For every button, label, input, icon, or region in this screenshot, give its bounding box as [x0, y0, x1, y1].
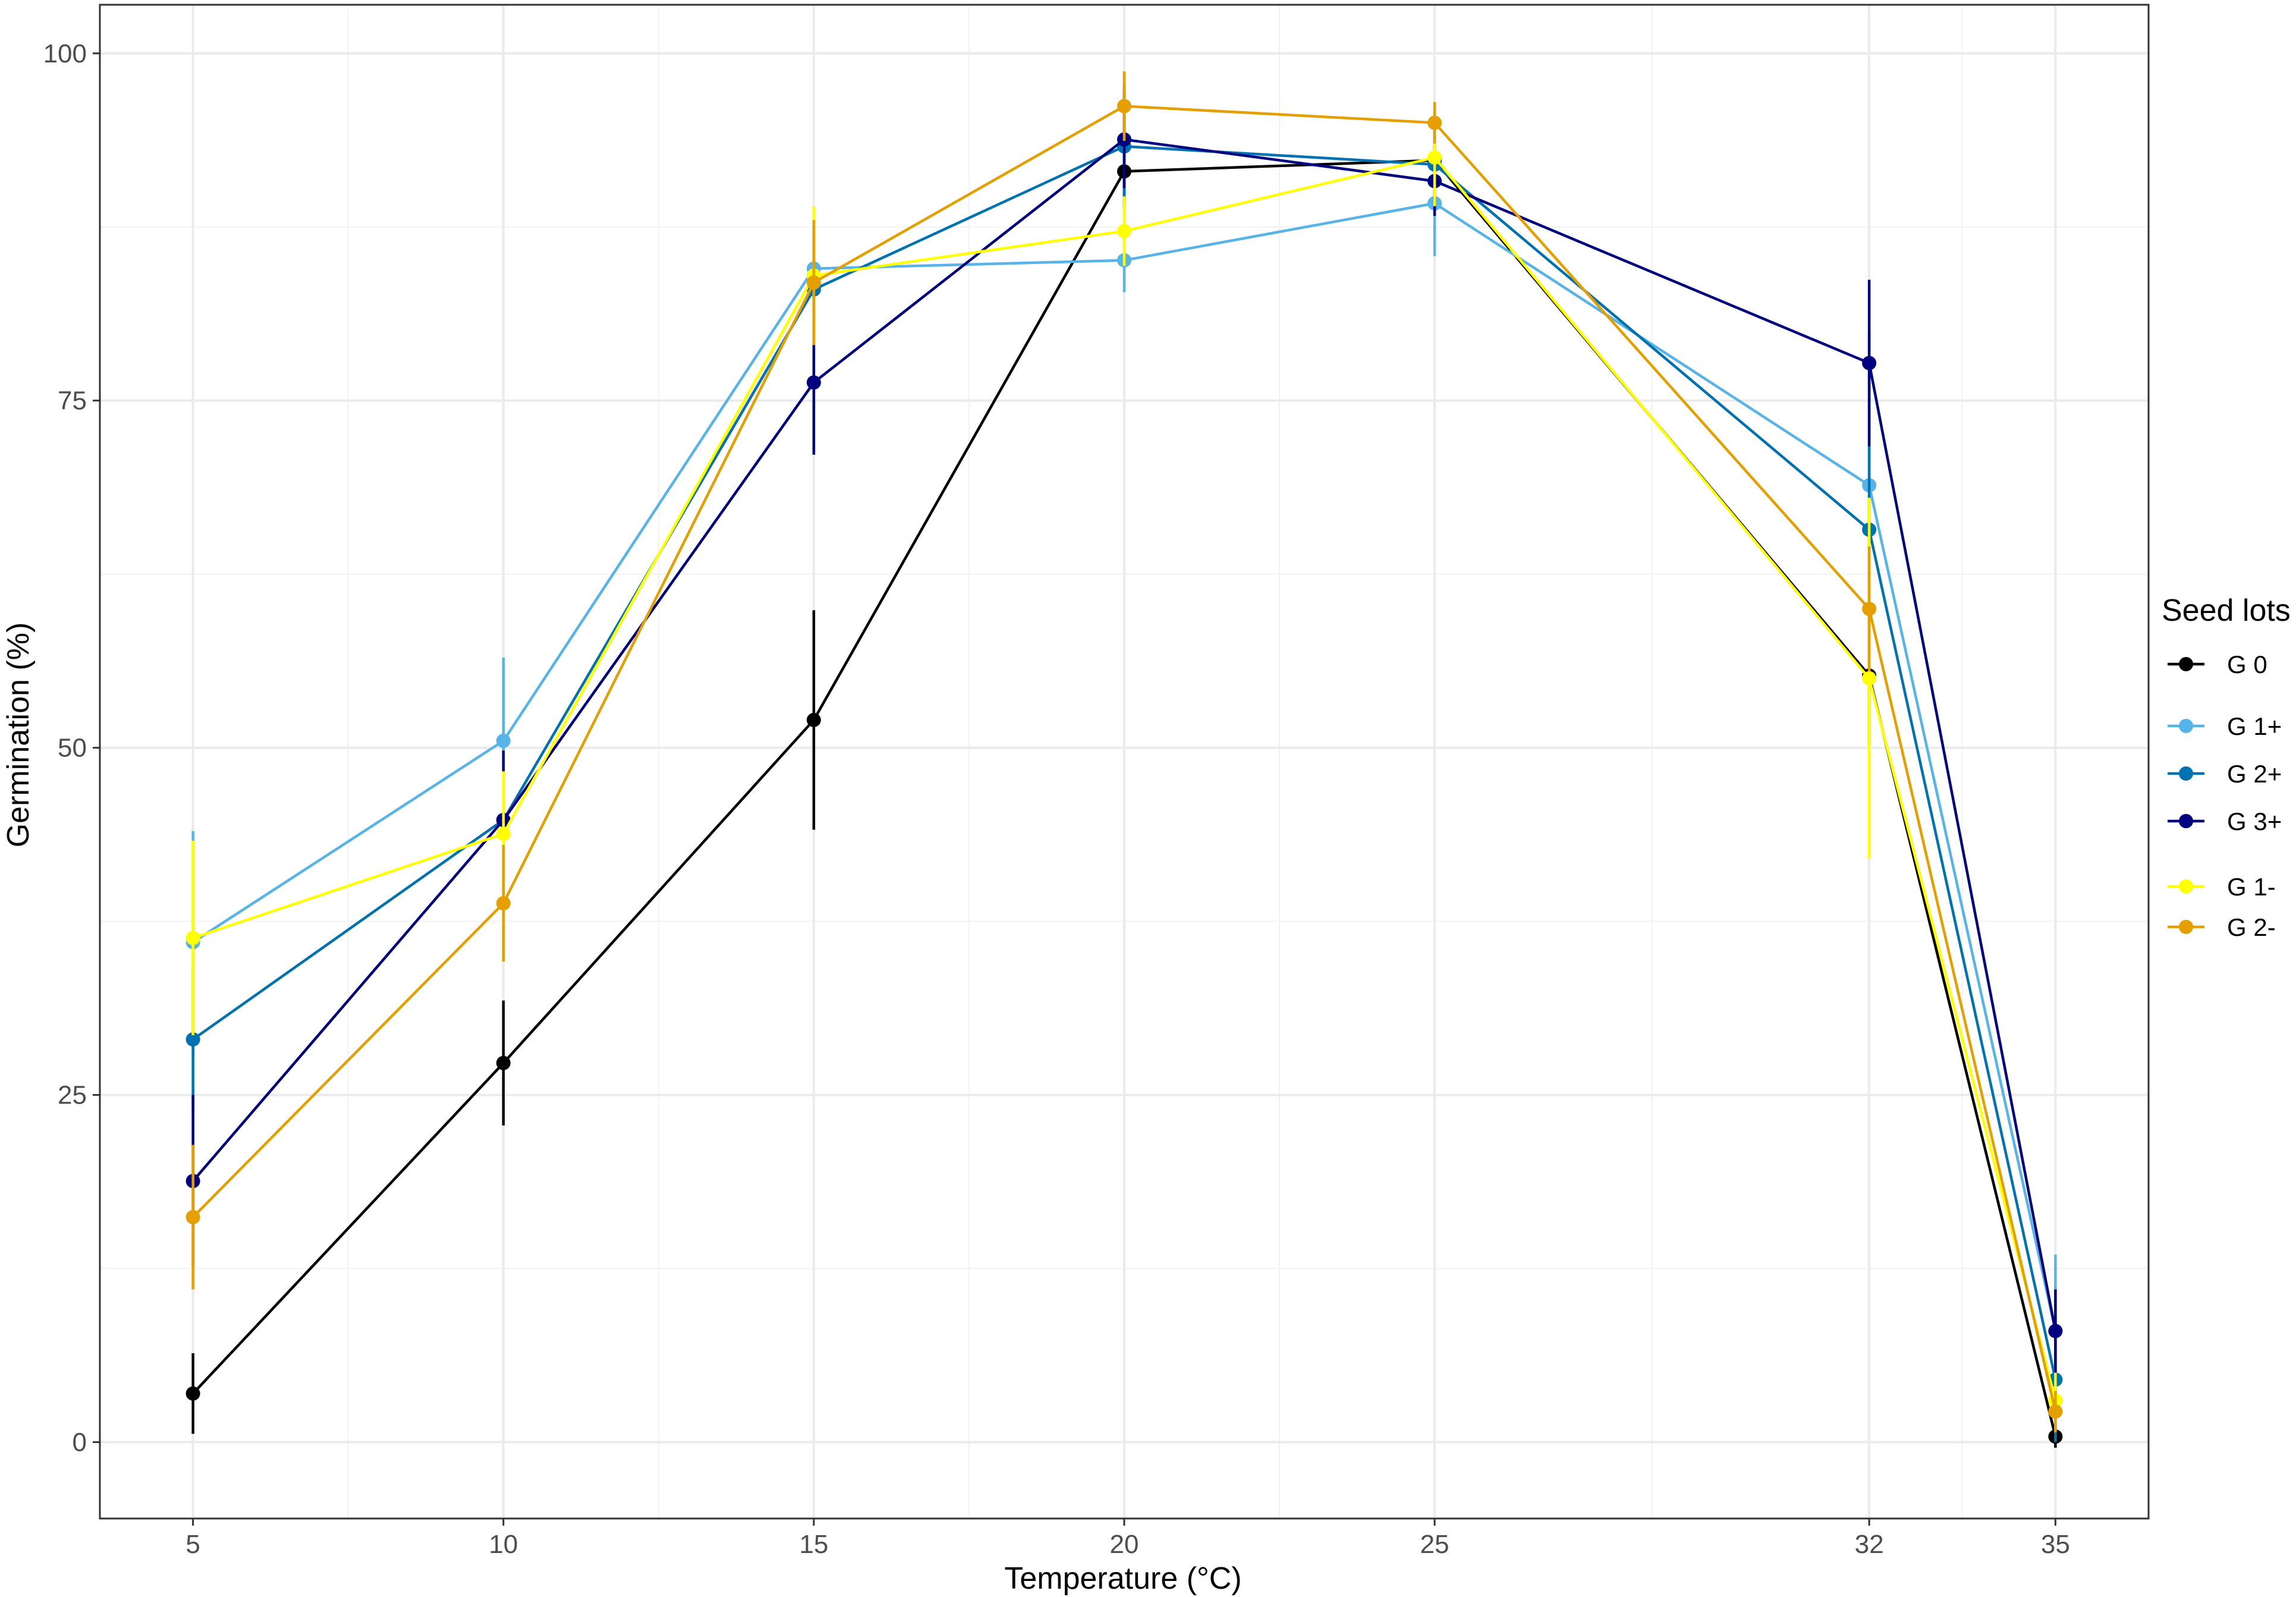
legend-key-point — [2179, 657, 2193, 671]
x-tick-label: 20 — [1110, 1530, 1139, 1559]
legend-label: G 0 — [2227, 650, 2267, 678]
data-point — [496, 1055, 511, 1070]
legend-key-point — [2179, 719, 2193, 733]
legend-key-point — [2179, 920, 2193, 934]
data-point — [185, 1386, 200, 1401]
legend: Seed lots G 0 G 1+ G 2+ G 3+ G 1- G 2- — [2162, 593, 2291, 941]
data-point — [185, 1210, 200, 1225]
y-tick-label: 0 — [73, 1428, 87, 1457]
y-tick-label: 25 — [58, 1081, 87, 1110]
legend-key-point — [2179, 879, 2193, 894]
data-point — [2048, 1324, 2063, 1338]
data-point — [1117, 99, 1131, 114]
legend-key-point — [2179, 814, 2193, 828]
data-point — [806, 712, 821, 727]
legend-item: G 0 — [2168, 650, 2267, 678]
x-tick-label: 15 — [799, 1530, 828, 1559]
grid-lines — [100, 5, 2149, 1519]
legend-item: G 1- — [2168, 873, 2276, 901]
series-g2minus — [185, 71, 2063, 1433]
axes: 0 25 50 75 100 5 10 15 20 25 32 35 — [43, 39, 2070, 1559]
legend-label: G 1- — [2227, 873, 2276, 901]
legend-item: G 3+ — [2168, 807, 2282, 835]
data-point — [496, 896, 511, 911]
legend-item: G 1+ — [2168, 712, 2282, 740]
legend-label: G 2- — [2227, 913, 2276, 941]
legend-label: G 2+ — [2227, 760, 2282, 788]
x-tick-label: 25 — [1420, 1530, 1449, 1559]
x-tick-label: 5 — [185, 1530, 200, 1559]
data-point — [806, 375, 821, 390]
y-tick-label: 50 — [58, 734, 87, 763]
data-point — [185, 930, 200, 945]
data-point — [496, 733, 511, 748]
data-point — [1427, 150, 1442, 165]
data-point — [1427, 115, 1442, 130]
legend-key-point — [2179, 766, 2193, 781]
x-tick-label: 32 — [1855, 1530, 1884, 1559]
series-group — [185, 71, 2063, 1448]
data-point — [1862, 356, 1877, 370]
data-point — [1862, 602, 1877, 617]
data-point — [1117, 224, 1131, 238]
legend-item: G 2- — [2168, 913, 2276, 941]
data-point — [1862, 671, 1877, 686]
data-point — [2048, 1404, 2063, 1419]
x-axis-title: Temperature (°C) — [1004, 1561, 1241, 1596]
y-axis-title: Germination (%) — [1, 623, 36, 848]
legend-item: G 2+ — [2168, 760, 2282, 788]
x-tick-label: 35 — [2041, 1530, 2070, 1559]
data-point — [496, 826, 511, 841]
legend-label: G 1+ — [2227, 712, 2282, 740]
data-point — [806, 275, 821, 290]
x-tick-label: 10 — [489, 1530, 518, 1559]
legend-title: Seed lots — [2162, 593, 2291, 628]
y-tick-label: 100 — [43, 39, 87, 68]
y-tick-label: 75 — [58, 386, 87, 416]
legend-label: G 3+ — [2227, 807, 2282, 835]
data-point — [185, 1032, 200, 1047]
